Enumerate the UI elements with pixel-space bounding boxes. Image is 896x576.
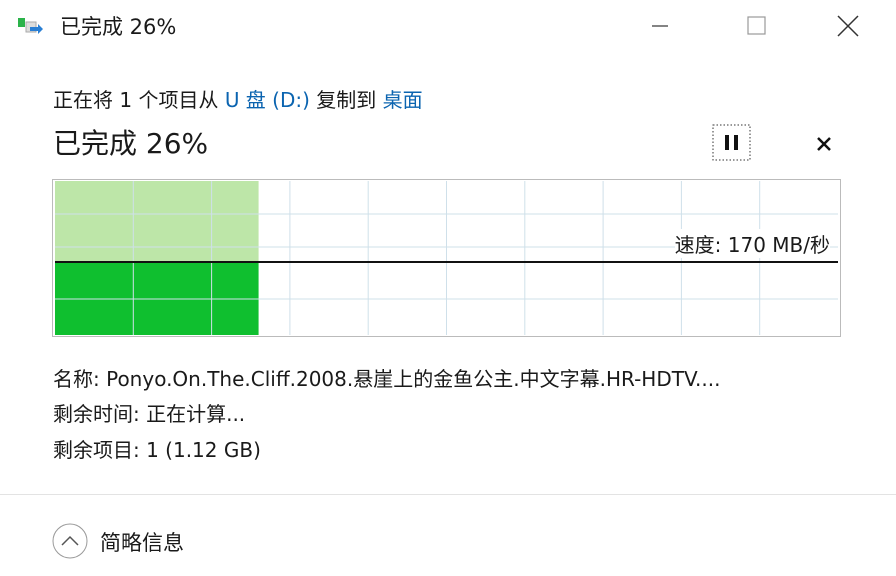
collapse-button[interactable] [52,523,90,561]
desc-text: 复制到 [316,88,377,112]
cancel-button[interactable] [814,134,834,154]
separator [0,494,896,495]
source-link[interactable]: U 盘 (D:) [224,88,310,112]
progress-fill-light [55,181,259,262]
items-remaining: 剩余项目: 1 (1.12 GB) [53,438,261,462]
window-controls[interactable] [640,8,880,44]
speed-graph [52,179,841,337]
pause-button[interactable] [712,124,752,162]
window-title: 已完成 26% [60,15,177,39]
time-remaining: 剩余时间: 正在计算... [53,402,246,426]
dest-link[interactable]: 桌面 [382,88,423,112]
collapse-label[interactable]: 简略信息 [100,531,184,555]
description: 正在将 1 个项目从 U 盘 (D:) 复制到 桌面 [53,84,423,113]
speed-label: 速度: 170 MB/秒 [674,229,830,258]
app-icon [18,18,43,34]
file-name: 名称: Ponyo.On.The.Cliff.2008.悬崖上的金鱼公主.中文字… [53,367,721,391]
desc-text: 正在将 1 个项目从 [53,88,219,112]
status-heading: 已完成 26% [53,127,209,160]
